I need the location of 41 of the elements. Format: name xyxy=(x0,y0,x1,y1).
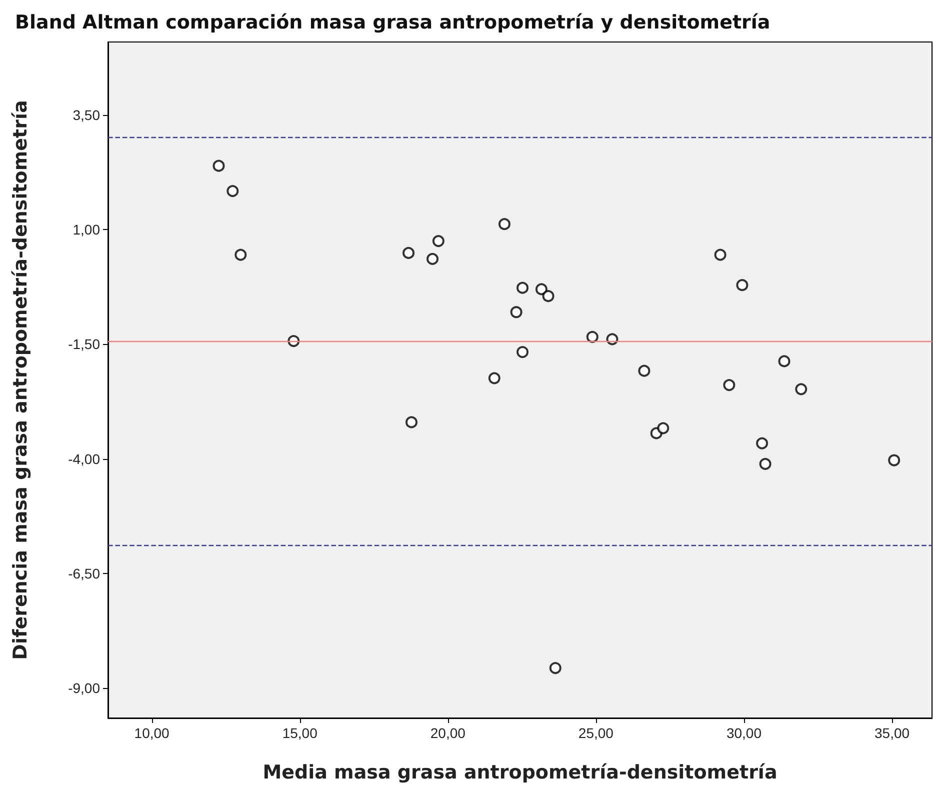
chart-title: Bland Altman comparación masa grasa antropometría y densitometría xyxy=(15,12,770,34)
point xyxy=(723,379,736,392)
point xyxy=(498,218,510,230)
x-tick-label: 15,00 xyxy=(282,725,318,741)
x-tick-label: 30,00 xyxy=(726,725,762,741)
point xyxy=(226,185,239,198)
point xyxy=(510,306,522,318)
x-tick-label: 35,00 xyxy=(874,725,910,741)
y-axis-title: Diferencia masa grasa antropometría-densitometría xyxy=(10,100,32,660)
x-tick-label: 20,00 xyxy=(430,725,466,741)
point xyxy=(432,235,444,248)
point xyxy=(795,383,808,396)
y-tick-label: -4,00 xyxy=(68,450,100,467)
x-tick-label: 10,00 xyxy=(134,725,170,741)
point xyxy=(402,246,415,259)
y-tick-label: 3,50 xyxy=(72,106,100,123)
point xyxy=(888,454,900,466)
point xyxy=(638,364,650,377)
point xyxy=(212,160,225,172)
point xyxy=(736,279,748,292)
point xyxy=(516,282,529,294)
point xyxy=(657,422,670,434)
point xyxy=(586,330,598,343)
point xyxy=(488,372,500,384)
x-axis-title: Media masa grasa antropometría-densitometría xyxy=(262,762,778,784)
point xyxy=(549,662,562,674)
point xyxy=(542,290,554,302)
y-tick-label: -6,50 xyxy=(68,566,100,582)
point xyxy=(535,283,548,296)
y-tick-label: -1,50 xyxy=(68,336,100,352)
y-tick-label: 1,00 xyxy=(72,222,100,238)
point xyxy=(714,248,726,261)
y-tick-label: -9,00 xyxy=(68,680,100,696)
point xyxy=(756,437,768,450)
point xyxy=(759,458,772,470)
point xyxy=(426,252,439,265)
x-tick-label: 25,00 xyxy=(578,725,614,741)
point xyxy=(405,416,418,428)
point xyxy=(778,355,790,368)
point xyxy=(234,248,247,261)
point xyxy=(516,346,529,358)
